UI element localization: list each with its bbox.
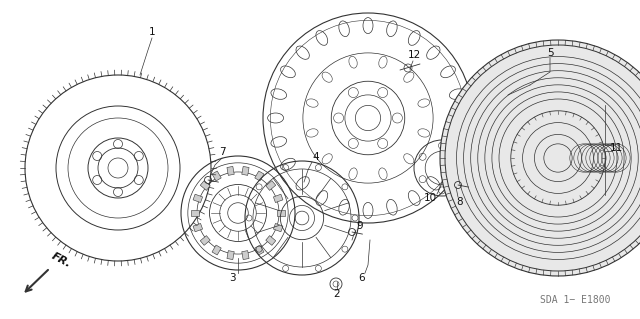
Text: 3: 3 bbox=[228, 273, 236, 283]
Bar bbox=[242, 251, 249, 260]
Text: SDA 1− E1800: SDA 1− E1800 bbox=[540, 295, 611, 305]
Bar bbox=[193, 194, 203, 203]
Bar bbox=[266, 181, 276, 190]
Circle shape bbox=[440, 40, 640, 276]
Text: 5: 5 bbox=[547, 48, 554, 58]
Text: FR.: FR. bbox=[50, 251, 73, 270]
Text: 12: 12 bbox=[408, 50, 420, 60]
Bar bbox=[200, 236, 211, 245]
Bar bbox=[255, 171, 264, 181]
Bar bbox=[276, 210, 285, 216]
Text: 2: 2 bbox=[333, 289, 340, 299]
Bar bbox=[242, 167, 249, 175]
Bar bbox=[273, 194, 283, 203]
Bar bbox=[191, 210, 199, 216]
Bar bbox=[200, 181, 211, 190]
Text: 9: 9 bbox=[356, 221, 364, 231]
Bar bbox=[212, 171, 221, 181]
Bar bbox=[255, 245, 264, 255]
Text: 4: 4 bbox=[313, 152, 319, 162]
Text: 10: 10 bbox=[424, 193, 436, 203]
Bar bbox=[266, 236, 276, 245]
Text: 11: 11 bbox=[609, 143, 623, 153]
Bar bbox=[212, 245, 221, 255]
Text: 6: 6 bbox=[358, 273, 365, 283]
Text: 8: 8 bbox=[457, 197, 463, 207]
Bar bbox=[227, 251, 234, 260]
Bar bbox=[193, 223, 203, 232]
Bar bbox=[273, 223, 283, 232]
Text: 7: 7 bbox=[219, 147, 225, 157]
Bar bbox=[227, 167, 234, 175]
Text: 1: 1 bbox=[148, 27, 156, 37]
